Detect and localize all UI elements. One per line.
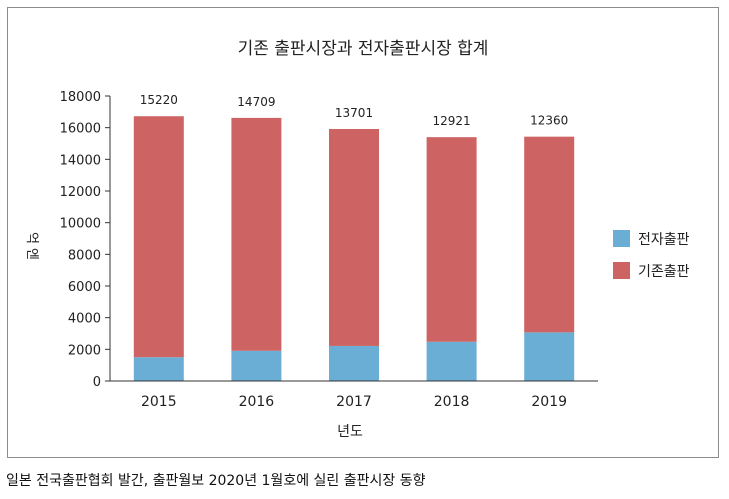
y-tick-label: 10000: [60, 217, 101, 232]
legend-swatch-ebook: [613, 230, 630, 247]
y-tick-label: 16000: [60, 122, 101, 137]
x-tick-label: 2018: [434, 394, 470, 410]
legend-label-print: 기존출판: [638, 264, 690, 280]
data-label-print-2019: 12360: [530, 114, 568, 128]
y-tick-label: 2000: [68, 343, 101, 358]
data-label-print-2015: 15220: [140, 93, 178, 107]
y-tick-label: 4000: [68, 312, 101, 327]
chart-frame: 기존 출판시장과 전자출판시장 합계 억 엔 년도 15021522019091…: [7, 7, 719, 458]
bar-print-2016: [231, 117, 282, 351]
data-label-print-2018: 12921: [433, 114, 471, 128]
x-axis-label: 년도: [337, 424, 363, 440]
bar-ebook-2017: [329, 345, 379, 381]
y-tick-label: 6000: [68, 280, 101, 295]
bar-print-2019: [524, 136, 575, 333]
x-tick-label: 2017: [336, 394, 372, 410]
x-tick-label: 2016: [239, 394, 275, 410]
y-tick-label: 0: [93, 375, 101, 390]
bar-ebook-2015: [133, 357, 184, 381]
stacked-bar-chart: 기존 출판시장과 전자출판시장 합계 억 엔 년도 15021522019091…: [24, 39, 690, 440]
y-tick-label: 18000: [60, 90, 101, 105]
chart-title: 기존 출판시장과 전자출판시장 합계: [238, 39, 489, 59]
bar-print-2018: [426, 137, 477, 342]
y-tick-label: 8000: [68, 248, 101, 263]
x-tick-label: 2015: [141, 394, 177, 410]
bar-ebook-2016: [231, 350, 282, 381]
bar-ebook-2019: [524, 332, 575, 381]
bar-print-2017: [329, 128, 379, 346]
bar-print-2015: [133, 116, 184, 358]
y-tick-label: 12000: [60, 185, 101, 200]
data-label-print-2016: 14709: [237, 95, 275, 109]
y-tick-label: 14000: [60, 153, 101, 168]
bars-group: 1502152201909147092215137012479129213072…: [133, 93, 575, 381]
y-axis-label: 억 엔: [24, 232, 39, 260]
legend-swatch-print: [613, 262, 630, 279]
legend-label-ebook: 전자출판: [638, 232, 690, 248]
bar-ebook-2018: [426, 341, 477, 381]
axes-group: 0 2000 4000 6000 8000 10000 12000 14000 16000 180…: [60, 90, 598, 410]
data-label-print-2017: 13701: [335, 106, 373, 120]
source-caption: 일본 전국출판협회 발간, 출판월보 2020년 1월호에 실린 출판시장 동향: [6, 473, 426, 489]
x-tick-label: 2019: [531, 394, 567, 410]
